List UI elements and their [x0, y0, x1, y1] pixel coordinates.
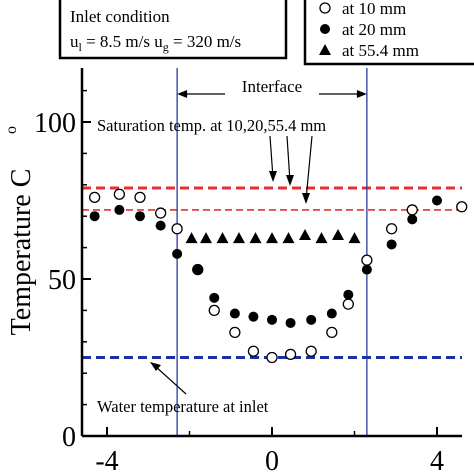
data-point-filled-circle [326, 308, 337, 319]
data-point-filled-circle [285, 317, 296, 328]
data-point-open-circle [247, 345, 260, 357]
y-tick-label: 100 [34, 108, 76, 139]
data-point-filled-triangle [216, 232, 229, 244]
data-point-filled-triangle [200, 232, 212, 244]
data-point-open-circle [208, 304, 220, 317]
data-point-filled-circle [306, 314, 317, 325]
x-tick-label: 0 [265, 446, 279, 474]
data-point-filled-triangle [299, 229, 311, 241]
legend-marker-filled-triangle [319, 44, 331, 55]
inlet-condition-box: Inlet condition ul = 8.5 m/s ug = 320 m/… [58, 0, 288, 60]
data-point-filled-circle [343, 289, 354, 300]
data-point-open-circle [406, 204, 418, 216]
data-point-open-circle [284, 348, 297, 361]
data-point-open-circle [361, 254, 373, 266]
water-arrow [154, 365, 187, 395]
legend-label: at 10 mm [342, 0, 406, 18]
data-point-filled-circle [192, 264, 203, 275]
data-point-filled-triangle [282, 232, 295, 244]
data-point-filled-circle [89, 211, 100, 222]
data-point-filled-circle [229, 308, 240, 319]
data-point-filled-triangle [233, 232, 245, 244]
inlet-velocities: ul = 8.5 m/s ug = 320 m/s [70, 32, 241, 54]
data-point-open-circle [229, 326, 241, 339]
data-point-filled-triangle [185, 232, 198, 244]
y-axis-label: Temperature C [6, 169, 37, 336]
y-axis-label-group: Temperature C o [3, 126, 37, 335]
data-point-filled-circle [386, 239, 397, 250]
data-point-filled-triangle [266, 232, 278, 244]
legend-marker-open-circle [319, 2, 331, 14]
y-axis-label-degree: o [3, 126, 20, 134]
data-point-filled-circle [248, 311, 259, 322]
saturation-arrow-2 [305, 135, 313, 201]
data-point-open-circle [171, 223, 183, 235]
interface-label: Interface [242, 77, 302, 96]
data-point-open-circle [134, 191, 146, 204]
water-arrowhead [150, 362, 161, 371]
y-tick-label: 0 [62, 422, 76, 453]
legend-label: at 55.4 mm [342, 41, 419, 60]
data-point-filled-triangle [249, 232, 262, 244]
data-point-open-circle [342, 298, 354, 310]
plot-area: 0 50 100 -4 0 4 Interface Saturation temp. at 1… [34, 68, 468, 474]
data-point-filled-triangle [332, 229, 344, 241]
legend: at 10 mm at 20 mm at 55.4 mm [303, 0, 474, 66]
data-point-filled-circle [114, 204, 125, 215]
data-point-filled-circle [361, 264, 372, 275]
saturation-arrowhead-1 [286, 175, 294, 186]
saturation-label: Saturation temp. at 10,20,55.4 mm [97, 116, 326, 135]
interface-arrowhead-right [356, 90, 367, 98]
data-point-filled-triangle [315, 232, 328, 244]
inlet-condition-title: Inlet condition [70, 7, 170, 26]
data-point-filled-circle [155, 220, 166, 231]
data-point-open-circle [154, 207, 167, 219]
x-tick-label: -4 [95, 446, 118, 474]
data-point-open-circle [113, 188, 126, 200]
water-temperature-label: Water temperature at inlet [97, 397, 269, 416]
data-point-filled-circle [432, 195, 442, 206]
data-point-open-circle [326, 326, 338, 339]
data-point-filled-circle [135, 211, 145, 222]
saturation-arrow-1 [286, 135, 291, 183]
data-point-open-circle [305, 345, 317, 357]
legend-label: at 20 mm [342, 20, 406, 39]
data-point-filled-circle [209, 292, 220, 303]
legend-marker-filled-circle [320, 24, 330, 34]
interface-arrowhead-left [177, 90, 188, 98]
data-point-open-circle [385, 223, 398, 235]
data-point-open-circle [266, 351, 278, 364]
y-tick-label: 50 [48, 265, 76, 296]
data-point-open-circle [456, 201, 468, 213]
data-point-filled-circle [407, 214, 418, 225]
saturation-arrowhead-2 [302, 193, 310, 204]
data-point-open-circle [88, 191, 101, 204]
x-tick-label: 4 [430, 446, 444, 474]
data-point-filled-circle [267, 314, 277, 325]
data-point-filled-triangle [348, 232, 361, 244]
saturation-arrowhead-0 [269, 171, 277, 182]
data-point-filled-circle [172, 248, 183, 259]
